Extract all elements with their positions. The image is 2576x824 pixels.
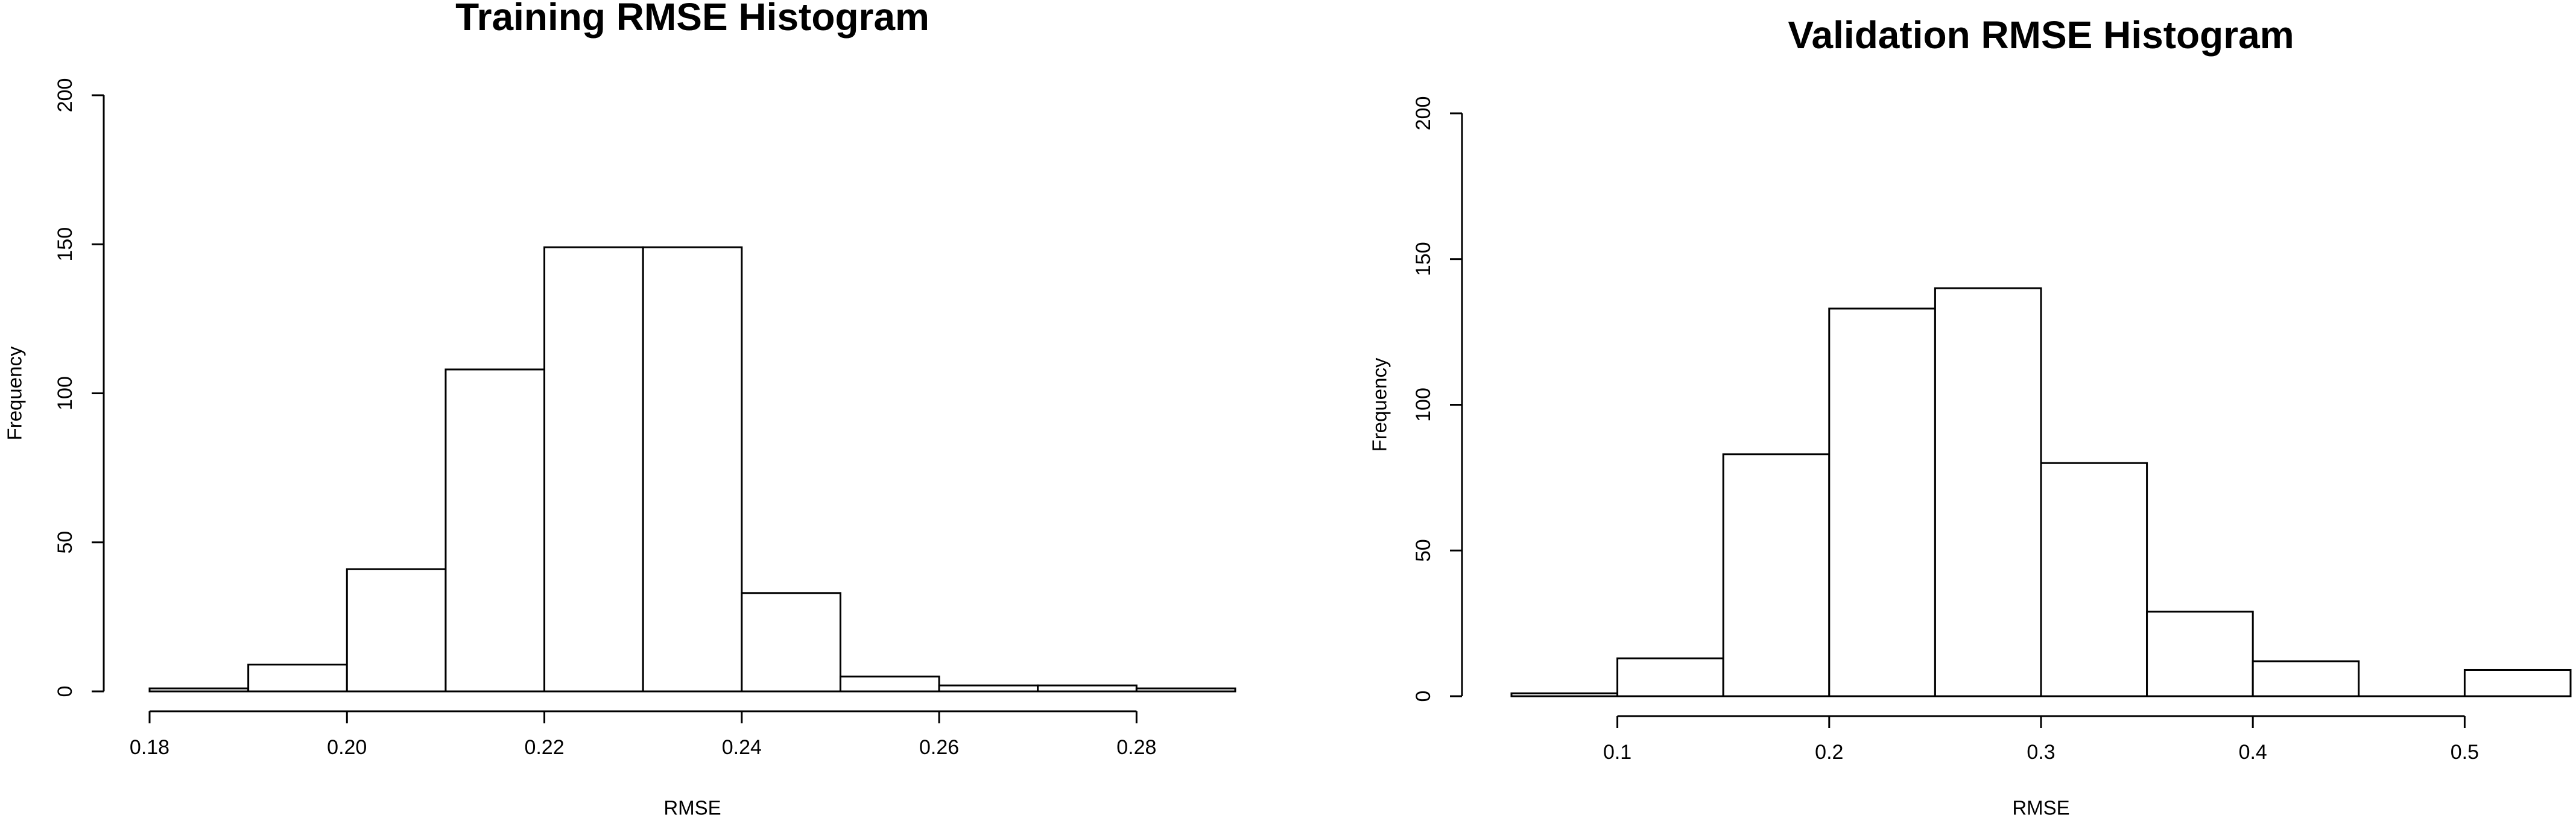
bar: [938, 684, 1039, 693]
chart-title: Training RMSE Histogram: [455, 0, 929, 39]
y-tick-label: 0: [54, 686, 77, 697]
bar: [741, 592, 841, 693]
x-axis-label: RMSE: [663, 797, 721, 819]
y-tick-label: 150: [1412, 242, 1435, 276]
y-tick-label: 0: [1412, 691, 1435, 702]
bar: [2146, 611, 2254, 697]
bar: [642, 246, 743, 693]
y-tick-label: 200: [1412, 96, 1435, 131]
bar: [445, 368, 546, 693]
x-tick-label: 0.26: [919, 736, 959, 759]
bar: [839, 675, 940, 693]
y-tick-label: 200: [54, 78, 77, 113]
bar: [1934, 287, 2042, 697]
x-tick-label: 0.2: [1815, 741, 1843, 764]
bar: [2040, 462, 2148, 697]
bar: [1037, 684, 1138, 693]
x-tick-label: 0.1: [1603, 741, 1631, 764]
x-tick-label: 0.3: [2027, 741, 2055, 764]
y-tick-label: 150: [54, 227, 77, 262]
x-tick-label: 0.4: [2239, 741, 2267, 764]
y-tick-label: 50: [54, 531, 77, 554]
bar: [543, 246, 644, 693]
x-tick-label: 0.18: [130, 736, 169, 759]
x-tick-label: 0.28: [1116, 736, 1156, 759]
bar: [346, 568, 447, 693]
x-tick-label: 0.5: [2451, 741, 2479, 764]
y-tick-label: 50: [1412, 539, 1435, 562]
bar: [1828, 307, 1936, 697]
bar: [1135, 687, 1236, 693]
x-tick-label: 0.24: [722, 736, 762, 759]
x-tick-label: 0.22: [524, 736, 564, 759]
y-tick-label: 100: [1412, 388, 1435, 422]
bar: [1722, 453, 1831, 697]
x-tick-label: 0.20: [327, 736, 367, 759]
bar: [148, 687, 250, 693]
x-axis-label: RMSE: [2012, 797, 2069, 819]
y-axis-label: Frequency: [1369, 357, 1391, 451]
y-axis-label: Frequency: [4, 346, 26, 440]
bar: [1510, 692, 1619, 697]
bar: [2252, 660, 2360, 697]
bar: [247, 663, 348, 693]
y-tick-label: 100: [54, 376, 77, 410]
bar: [2463, 668, 2572, 697]
bar: [1616, 657, 1724, 697]
chart-title: Validation RMSE Histogram: [1788, 13, 2294, 57]
